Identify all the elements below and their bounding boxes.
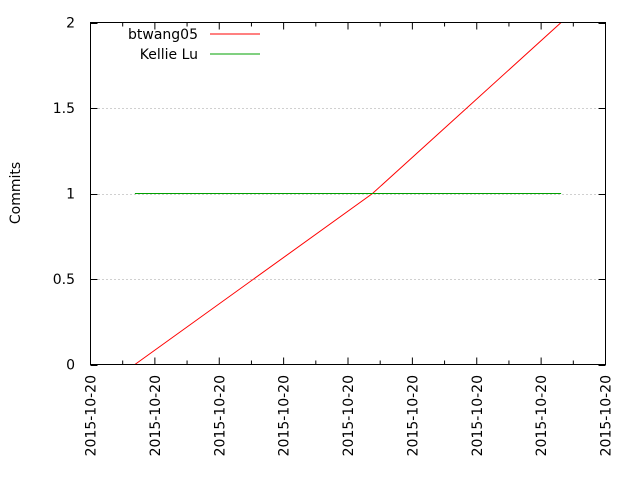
x-tick-label: 2015-10-20 (470, 375, 486, 456)
y-tick-label: 1.5 (53, 101, 75, 117)
x-tick-label: 2015-10-20 (341, 375, 357, 456)
x-tick-label: 2015-10-20 (405, 375, 421, 456)
x-tick-label: 2015-10-20 (534, 375, 550, 456)
y-axis-label: Commits (8, 162, 24, 224)
y-tick-label: 2 (66, 16, 75, 32)
label-layer: 0 0.5 1 1.5 2 2015-10-20 2015-10-20 2015-10-20 2… (53, 16, 615, 457)
x-tick-label: 2015-10-20 (148, 375, 164, 456)
legend: btwang05 Kellie Lu (128, 27, 260, 63)
legend-label-btwang05: btwang05 (128, 27, 198, 43)
y-tick-label: 1 (66, 187, 75, 203)
x-tick-label: 2015-10-20 (599, 375, 615, 456)
x-tick-label: 2015-10-20 (212, 375, 228, 456)
x-tick-label: 2015-10-20 (277, 375, 293, 456)
series-layer (134, 22, 562, 365)
tick-layer (90, 22, 606, 366)
y-tick-label: 0 (66, 358, 75, 374)
x-tick-label: 2015-10-20 (84, 375, 100, 456)
y-tick-label: 0.5 (53, 272, 75, 288)
legend-label-kellie-lu: Kellie Lu (140, 47, 198, 63)
